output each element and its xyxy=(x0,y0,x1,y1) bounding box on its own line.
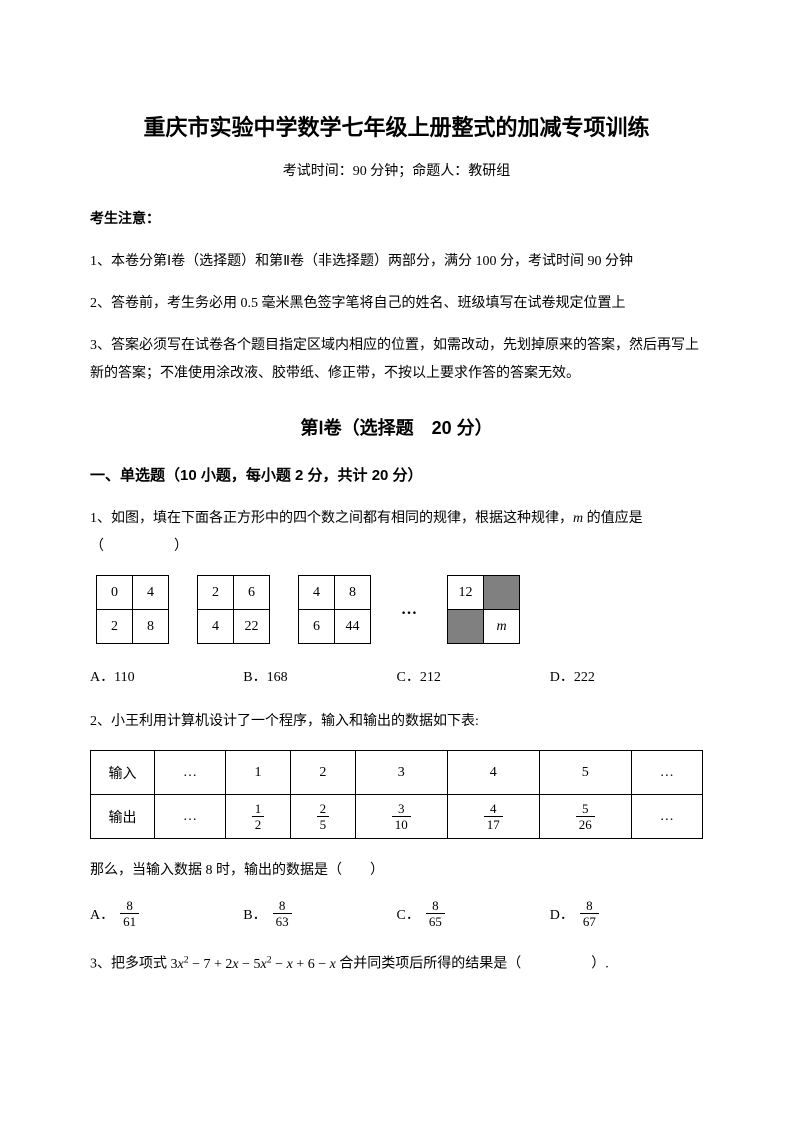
part-a-heading: 一、单选题（10 小题，每小题 2 分，共计 20 分） xyxy=(90,464,703,485)
q1-options: A．110 B．168 C．212 D．222 xyxy=(90,666,703,686)
row-label: 输出 xyxy=(91,795,155,839)
grid-1: 04 28 xyxy=(96,575,169,644)
grid-cell: 8 xyxy=(133,610,169,644)
frac-d: 17 xyxy=(484,817,503,831)
question-2-tail: 那么，当输入数据 8 时，输出的数据是（ ） xyxy=(90,857,703,885)
grid-cell: 4 xyxy=(198,610,234,644)
q2-options: A．861 B．863 C．865 D．867 xyxy=(90,899,703,928)
frac-n: 8 xyxy=(120,899,139,914)
input-cell: 1 xyxy=(226,751,291,795)
option-b: B． 863 xyxy=(243,899,396,928)
question-2-stem: 2、小王利用计算机设计了一个程序，输入和输出的数据如下表: xyxy=(90,708,703,736)
page-subtitle: 考试时间：90 分钟；命题人：教研组 xyxy=(90,160,703,180)
q2-table: 输入 … 1 2 3 4 5 … 输出 … 12 25 310 417 526 … xyxy=(90,750,703,839)
grid-cell: 2 xyxy=(97,610,133,644)
cell-ellipsis: … xyxy=(155,795,226,839)
grid-cell-shaded xyxy=(484,576,520,610)
notice-item: 2、答卷前，考生务必用 0.5 毫米黑色签字笔将自己的姓名、班级填写在试卷规定位… xyxy=(90,290,703,318)
frac-d: 26 xyxy=(576,817,595,831)
grid-cell: 44 xyxy=(335,610,371,644)
q3-expr: 3x2 − 7 + 2x − 5x2 − x + 6 − x xyxy=(171,957,336,972)
frac-n: 8 xyxy=(426,899,445,914)
option-d: D．222 xyxy=(550,666,703,686)
q3-suffix: 合并同类项后所得的结果是（ ）. xyxy=(336,957,609,972)
notice-item: 3、答案必须写在试卷各个题目指定区域内相应的位置，如需改动，先划掉原来的答案，然… xyxy=(90,332,703,388)
grid-cell: 22 xyxy=(234,610,270,644)
notice-heading: 考生注意： xyxy=(90,208,703,228)
opt-label: B． xyxy=(243,904,266,924)
cell-ellipsis: … xyxy=(631,795,702,839)
frac-d: 2 xyxy=(252,817,265,831)
cell-ellipsis: … xyxy=(155,751,226,795)
grid-cell: 2 xyxy=(198,576,234,610)
grid-cell-shaded xyxy=(448,610,484,644)
grid-2: 26 422 xyxy=(197,575,270,644)
option-c: C． 865 xyxy=(397,899,550,928)
input-cell: 4 xyxy=(447,751,539,795)
option-a: A． 861 xyxy=(90,899,243,928)
output-cell: 310 xyxy=(355,795,447,839)
grid-cell: 4 xyxy=(299,576,335,610)
q1-grids: 04 28 26 422 48 644 … 12 m xyxy=(96,575,703,644)
option-b: B．168 xyxy=(243,666,396,686)
output-cell: 526 xyxy=(539,795,631,839)
frac-n: 3 xyxy=(392,802,411,817)
opt-label: A． xyxy=(90,904,114,924)
page-title: 重庆市实验中学数学七年级上册整式的加减专项训练 xyxy=(90,110,703,142)
notice-item: 1、本卷分第Ⅰ卷（选择题）和第Ⅱ卷（非选择题）两部分，满分 100 分，考试时间… xyxy=(90,248,703,276)
input-cell: 3 xyxy=(355,751,447,795)
output-cell: 25 xyxy=(290,795,355,839)
option-c: C．212 xyxy=(397,666,550,686)
question-3-stem: 3、把多项式 3x2 − 7 + 2x − 5x2 − x + 6 − x 合并… xyxy=(90,950,703,979)
q1-text-a: 1、如图，填在下面各正方形中的四个数之间都有相同的规律，根据这种规律， xyxy=(90,511,573,526)
grid-cell: 8 xyxy=(335,576,371,610)
frac-d: 5 xyxy=(317,817,330,831)
frac-d: 65 xyxy=(426,914,445,928)
input-cell: 2 xyxy=(290,751,355,795)
frac-n: 1 xyxy=(252,802,265,817)
opt-label: C． xyxy=(397,904,420,924)
frac-d: 61 xyxy=(120,914,139,928)
frac-n: 4 xyxy=(484,802,503,817)
ellipsis: … xyxy=(399,601,419,619)
output-cell: 12 xyxy=(226,795,291,839)
section-1-heading: 第Ⅰ卷（选择题 20 分） xyxy=(90,414,703,440)
input-cell: 5 xyxy=(539,751,631,795)
table-row: 输出 … 12 25 310 417 526 … xyxy=(91,795,703,839)
question-1-stem: 1、如图，填在下面各正方形中的四个数之间都有相同的规律，根据这种规律，m 的值应… xyxy=(90,505,703,561)
cell-ellipsis: … xyxy=(631,751,702,795)
grid-cell: 6 xyxy=(299,610,335,644)
exam-page: 重庆市实验中学数学七年级上册整式的加减专项训练 考试时间：90 分钟；命题人：教… xyxy=(0,0,793,1122)
grid-cell: 6 xyxy=(234,576,270,610)
q1-m-var: m xyxy=(573,511,583,526)
grid-cell: 0 xyxy=(97,576,133,610)
frac-n: 8 xyxy=(273,899,292,914)
output-cell: 417 xyxy=(447,795,539,839)
m-value: m xyxy=(496,619,506,634)
frac-n: 8 xyxy=(580,899,599,914)
grid-cell: 12 xyxy=(448,576,484,610)
frac-d: 63 xyxy=(273,914,292,928)
frac-n: 5 xyxy=(576,802,595,817)
option-d: D． 867 xyxy=(550,899,703,928)
grid-cell-m: m xyxy=(484,610,520,644)
frac-n: 2 xyxy=(317,802,330,817)
frac-d: 67 xyxy=(580,914,599,928)
row-label: 输入 xyxy=(91,751,155,795)
grid-cell: 4 xyxy=(133,576,169,610)
grid-3: 48 644 xyxy=(298,575,371,644)
option-a: A．110 xyxy=(90,666,243,686)
q3-prefix: 3、把多项式 xyxy=(90,957,171,972)
opt-label: D． xyxy=(550,904,574,924)
frac-d: 10 xyxy=(392,817,411,831)
table-row: 输入 … 1 2 3 4 5 … xyxy=(91,751,703,795)
grid-4: 12 m xyxy=(447,575,520,644)
